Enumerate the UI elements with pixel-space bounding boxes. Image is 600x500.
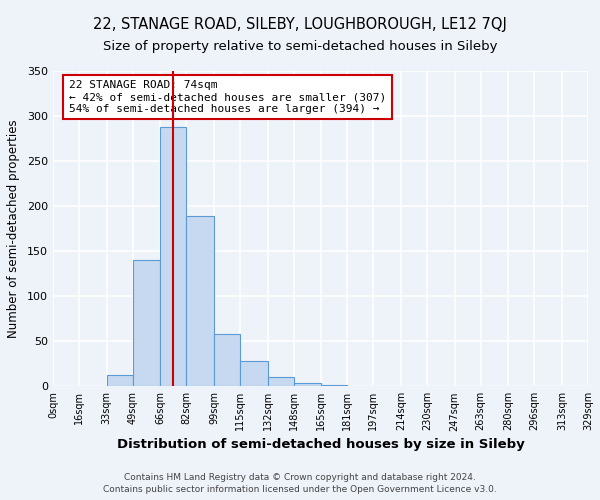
Bar [268, 378, 293, 386]
Bar [240, 361, 268, 386]
Bar [186, 216, 214, 386]
Y-axis label: Number of semi-detached properties: Number of semi-detached properties [7, 120, 20, 338]
Bar [214, 334, 240, 386]
Text: 22 STANAGE ROAD: 74sqm
← 42% of semi-detached houses are smaller (307)
54% of se: 22 STANAGE ROAD: 74sqm ← 42% of semi-det… [69, 80, 386, 114]
Bar [133, 260, 160, 386]
Bar [293, 383, 321, 386]
Bar [107, 374, 133, 386]
Text: Size of property relative to semi-detached houses in Sileby: Size of property relative to semi-detach… [103, 40, 497, 53]
X-axis label: Distribution of semi-detached houses by size in Sileby: Distribution of semi-detached houses by … [116, 438, 524, 450]
Bar [160, 127, 186, 386]
Text: Contains HM Land Registry data © Crown copyright and database right 2024.: Contains HM Land Registry data © Crown c… [124, 472, 476, 482]
Text: Contains public sector information licensed under the Open Government Licence v3: Contains public sector information licen… [103, 485, 497, 494]
Text: 22, STANAGE ROAD, SILEBY, LOUGHBOROUGH, LE12 7QJ: 22, STANAGE ROAD, SILEBY, LOUGHBOROUGH, … [93, 18, 507, 32]
